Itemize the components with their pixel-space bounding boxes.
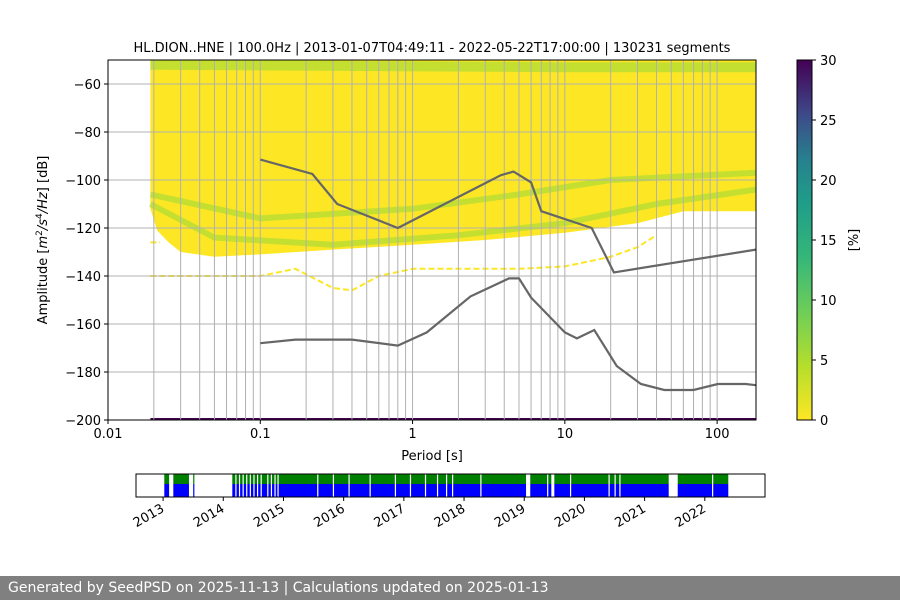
colorbar	[796, 59, 813, 421]
coverage-bar-bottom	[164, 484, 170, 497]
y-tick-label: −140	[65, 270, 101, 285]
timeline-tick-label: 2021	[612, 501, 648, 531]
y-tick-label: −200	[65, 414, 101, 429]
y-tick-label: −60	[74, 78, 101, 93]
data-gap	[238, 474, 241, 497]
colorbar-ticks: 0 5 10 15 20 25 30	[812, 54, 837, 429]
data-gap	[712, 474, 714, 497]
data-gap	[424, 474, 427, 497]
data-gap	[277, 474, 279, 497]
data-gap	[249, 474, 251, 497]
ppsd-chart: HL.DION..HNE | 100.0Hz | 2013-01-07T04:4…	[35, 41, 862, 531]
coverage-bar-bottom	[232, 484, 669, 497]
data-gap	[569, 474, 572, 497]
data-gap	[274, 474, 276, 497]
timeline-tick-label: 2015	[251, 501, 287, 531]
data-gap	[253, 474, 255, 497]
coverage-bar-top	[193, 474, 195, 484]
data-gap	[608, 474, 610, 497]
coverage-bar-bottom	[677, 484, 729, 497]
coverage-bar-top	[164, 474, 170, 484]
timeline-tick-label: 2014	[191, 501, 227, 531]
chart-title: HL.DION..HNE | 100.0Hz | 2013-01-07T04:4…	[134, 41, 731, 56]
data-gap	[547, 474, 549, 497]
y-tick-label: −180	[65, 366, 101, 381]
timeline-tick-label: 2019	[492, 501, 528, 531]
data-gap	[348, 474, 350, 497]
colorbar-tick-label: 5	[820, 354, 828, 369]
x-ticks: 0.01 0.1 1 10 100	[94, 420, 730, 442]
noise-model-low	[260, 277, 756, 392]
x-tick-label: 10	[557, 427, 574, 442]
colorbar-tick-label: 30	[820, 54, 837, 69]
timeline-tick-label: 2017	[372, 501, 408, 531]
y-tick-label: −80	[74, 126, 101, 141]
noise-model-high	[260, 158, 756, 274]
data-gap	[332, 474, 335, 497]
data-gap	[369, 474, 371, 497]
colorbar-tick-label: 15	[820, 234, 837, 249]
noise-models	[260, 158, 756, 392]
x-tick-label: 1	[408, 427, 416, 442]
x-tick-label: 100	[705, 427, 730, 442]
plot-area	[149, 60, 756, 420]
data-gap	[242, 474, 244, 497]
data-gap	[260, 474, 262, 497]
y-tick-label: −100	[65, 174, 101, 189]
coverage-bar-bottom	[173, 484, 189, 497]
timeline-tick-label: 2018	[432, 501, 468, 531]
data-gap	[270, 474, 273, 497]
x-tick-label: 0.01	[94, 427, 123, 442]
y-ticks: −60 −80 −100 −120 −140 −160 −180 −200	[65, 78, 108, 429]
grid	[108, 60, 756, 420]
data-gap	[551, 474, 555, 497]
data-gap	[246, 474, 248, 497]
timeline-tick-label: 2022	[673, 501, 709, 531]
psd-mode-band	[150, 60, 756, 73]
psd-density-region	[150, 60, 756, 257]
y-tick-label: −120	[65, 222, 101, 237]
data-gap	[256, 474, 259, 497]
psd-outlier-trace	[150, 234, 658, 292]
axes-frame	[107, 59, 757, 421]
data-availability-timeline: 2013 2014 2015 2016 2017 2018 2019 2020 2021 2022	[131, 473, 766, 531]
timeline-frame	[135, 473, 766, 498]
data-gap	[480, 474, 482, 497]
data-gap	[235, 474, 237, 497]
coverage-bar-top	[173, 474, 189, 484]
data-gap	[619, 474, 621, 497]
x-tick-label: 0.1	[250, 427, 271, 442]
coverage-bar-top	[677, 474, 729, 484]
data-gap	[526, 474, 531, 497]
coverage-bar-top	[232, 474, 669, 484]
data-gap	[614, 474, 616, 497]
data-gap	[317, 474, 319, 497]
colorbar-tick-label: 25	[820, 114, 837, 129]
coverage-bar-bottom	[193, 484, 195, 497]
y-tick-label: −160	[65, 318, 101, 333]
x-axis-label: Period [s]	[401, 449, 463, 464]
data-gap	[452, 474, 454, 497]
data-gap	[436, 474, 439, 497]
data-gap	[267, 474, 269, 497]
footer: Generated by SeedPSD on 2025-11-13 | Cal…	[0, 576, 900, 600]
colorbar-tick-label: 20	[820, 174, 837, 189]
y-axis-label: Amplitude [m2/s4/Hz] [dB]	[35, 156, 51, 325]
colorbar-label: [%]	[847, 229, 862, 252]
data-gap	[394, 474, 397, 497]
psd-mode-band	[149, 169, 756, 222]
colorbar-tick-label: 10	[820, 294, 837, 309]
data-gap	[445, 474, 448, 497]
timeline-tick-label: 2020	[552, 501, 588, 531]
data-gap	[409, 474, 412, 497]
timeline-tick-label: 2016	[312, 501, 348, 531]
colorbar-tick-label: 0	[820, 414, 828, 429]
timeline-tick-label: 2013	[131, 501, 167, 531]
